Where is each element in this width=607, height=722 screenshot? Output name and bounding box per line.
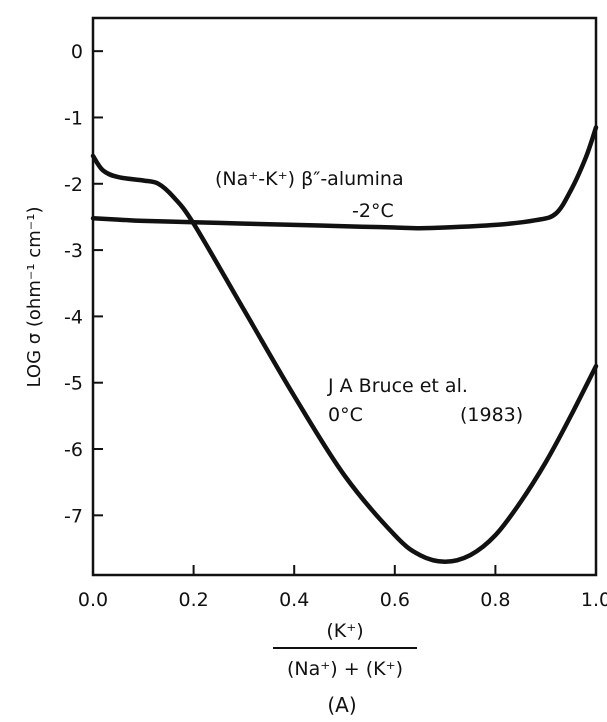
x-axis-title-denominator: (Na⁺) + (K⁺) <box>287 658 403 680</box>
series-group <box>90 125 599 564</box>
axis-ticks: 0.0 0.2 0.4 0.6 0.8 1.0 0 -1 -2 -3 -4 -5 -6 -7 <box>64 41 607 611</box>
panel-label: (A) <box>327 693 356 717</box>
y-tick-label: -1 <box>64 107 83 129</box>
series-line-1 <box>90 125 599 231</box>
annotation-bruce-label-line-2: 0°C <box>328 404 363 426</box>
plot-frame <box>91 16 598 577</box>
series-line-2 <box>90 153 599 564</box>
annotation-bruce-label-line-3: (1983) <box>460 404 523 426</box>
y-tick-label: 0 <box>71 41 83 63</box>
x-axis-title-numerator: (K⁺) <box>326 620 363 642</box>
x-tick-label: 0.0 <box>78 589 108 611</box>
annotation-bruce-label-line-1: J A Bruce et al. <box>327 375 468 397</box>
y-tick-label: -6 <box>64 439 83 461</box>
x-tick-label: 0.8 <box>480 589 510 611</box>
y-axis-title: LOG σ (ohm⁻¹ cm⁻¹) <box>24 207 45 388</box>
x-tick-label: 0.2 <box>178 589 208 611</box>
x-tick-label: 0.6 <box>380 589 410 611</box>
y-tick-label: -3 <box>64 240 83 262</box>
x-tick-label: 1.0 <box>581 589 607 611</box>
y-tick-label: -4 <box>64 306 83 328</box>
annotation-glass-label-line-2: -2°C <box>352 200 394 222</box>
y-tick-label: -5 <box>64 373 83 395</box>
annotation-glass-label-line-1: (Na⁺-K⁺) β″-alumina <box>215 168 404 190</box>
y-tick-label: -2 <box>64 174 83 196</box>
y-tick-label: -7 <box>64 505 83 527</box>
x-tick-label: 0.4 <box>279 589 309 611</box>
